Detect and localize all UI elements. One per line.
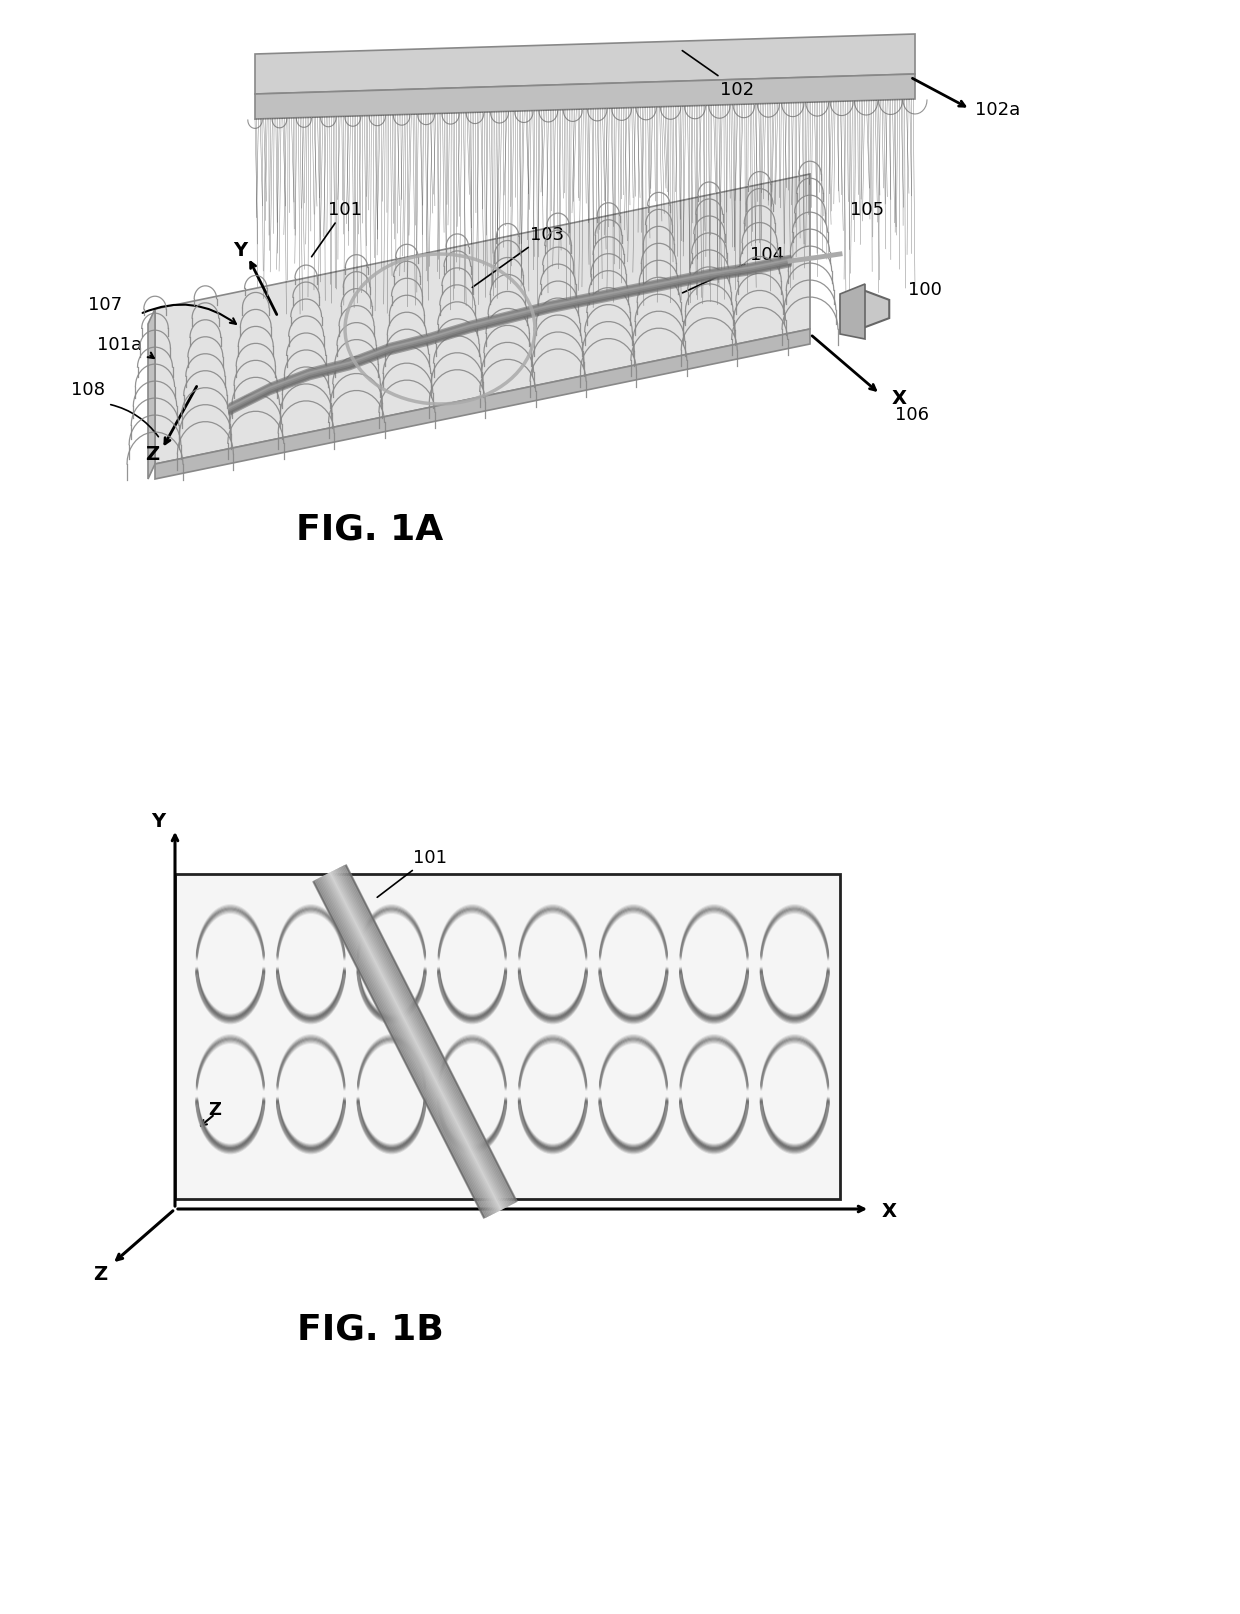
Text: 104: 104	[682, 245, 784, 294]
Text: X: X	[882, 1202, 897, 1220]
Text: 101a: 101a	[98, 336, 143, 353]
Polygon shape	[255, 36, 915, 95]
Text: Z: Z	[208, 1101, 222, 1119]
Polygon shape	[148, 310, 155, 479]
Text: 101: 101	[311, 200, 362, 258]
Text: 102: 102	[682, 52, 754, 98]
Text: Y: Y	[151, 812, 165, 831]
Text: Z: Z	[93, 1265, 107, 1283]
Text: 108: 108	[71, 381, 105, 399]
Text: X: X	[892, 389, 906, 407]
Text: FIG. 1A: FIG. 1A	[296, 513, 444, 547]
Text: Y: Y	[233, 240, 247, 260]
Polygon shape	[155, 329, 810, 479]
Text: 105: 105	[849, 200, 884, 220]
Text: 100: 100	[908, 281, 942, 299]
Polygon shape	[841, 292, 889, 328]
Polygon shape	[175, 875, 839, 1199]
Text: Z: Z	[145, 445, 159, 465]
Text: 103: 103	[472, 226, 564, 289]
Text: 106: 106	[895, 405, 929, 424]
Polygon shape	[155, 174, 810, 465]
Text: FIG. 1B: FIG. 1B	[296, 1312, 444, 1346]
Polygon shape	[839, 284, 866, 341]
Text: 107: 107	[88, 295, 122, 313]
Text: 101: 101	[377, 849, 446, 897]
Text: 102a: 102a	[975, 102, 1021, 119]
Polygon shape	[255, 74, 915, 119]
